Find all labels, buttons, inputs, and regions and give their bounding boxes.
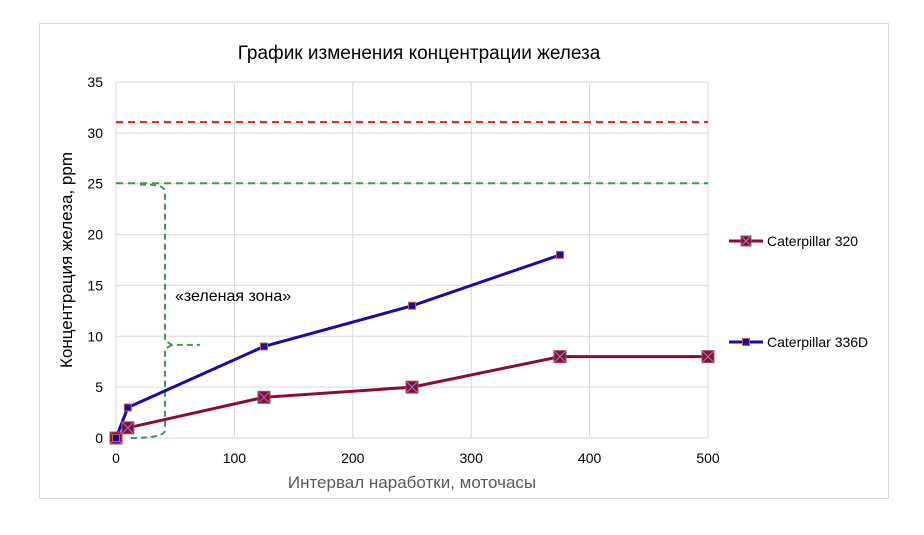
y-tick-label: 30 bbox=[87, 125, 103, 141]
legend: Caterpillar 320 Caterpillar 336D bbox=[729, 233, 868, 350]
legend-label: Caterpillar 320 bbox=[767, 233, 858, 249]
y-tick-label: 10 bbox=[87, 328, 103, 344]
y-tick-label: 5 bbox=[95, 379, 103, 395]
x-tick-label: 200 bbox=[341, 450, 365, 466]
y-tick-label: 20 bbox=[87, 227, 103, 243]
green-zone-brace bbox=[129, 183, 200, 439]
x-tick-label: 400 bbox=[578, 450, 602, 466]
series-line bbox=[114, 253, 561, 439]
green-zone-label: «зеленая зона» bbox=[175, 288, 291, 305]
series-line bbox=[115, 355, 708, 440]
y-tick-label: 0 bbox=[95, 430, 103, 446]
x-tick-label: 300 bbox=[460, 450, 484, 466]
y-tick-label: 25 bbox=[87, 176, 103, 192]
data-series bbox=[109, 250, 715, 445]
legend-item: Caterpillar 320 bbox=[729, 233, 858, 249]
chart-frame bbox=[39, 23, 889, 499]
chart-title: График изменения концентрации железа bbox=[238, 43, 601, 64]
y-axis-label: Концентрация железа, ppm bbox=[57, 152, 76, 368]
x-tick-label: 500 bbox=[696, 450, 720, 466]
legend-item: Caterpillar 336D bbox=[729, 334, 868, 350]
reference-lines bbox=[116, 121, 708, 185]
x-axis-label: Интервал наработки, моточасы bbox=[288, 473, 536, 492]
x-axis-ticks: 0 100 200 300 400 500 bbox=[112, 450, 720, 466]
y-tick-label: 35 bbox=[87, 74, 103, 90]
x-tick-label: 0 bbox=[112, 450, 120, 466]
y-tick-label: 15 bbox=[87, 277, 103, 293]
legend-label: Caterpillar 336D bbox=[767, 334, 868, 350]
y-axis-ticks: 0 5 10 15 20 25 30 35 bbox=[87, 74, 103, 446]
x-tick-label: 100 bbox=[223, 450, 247, 466]
